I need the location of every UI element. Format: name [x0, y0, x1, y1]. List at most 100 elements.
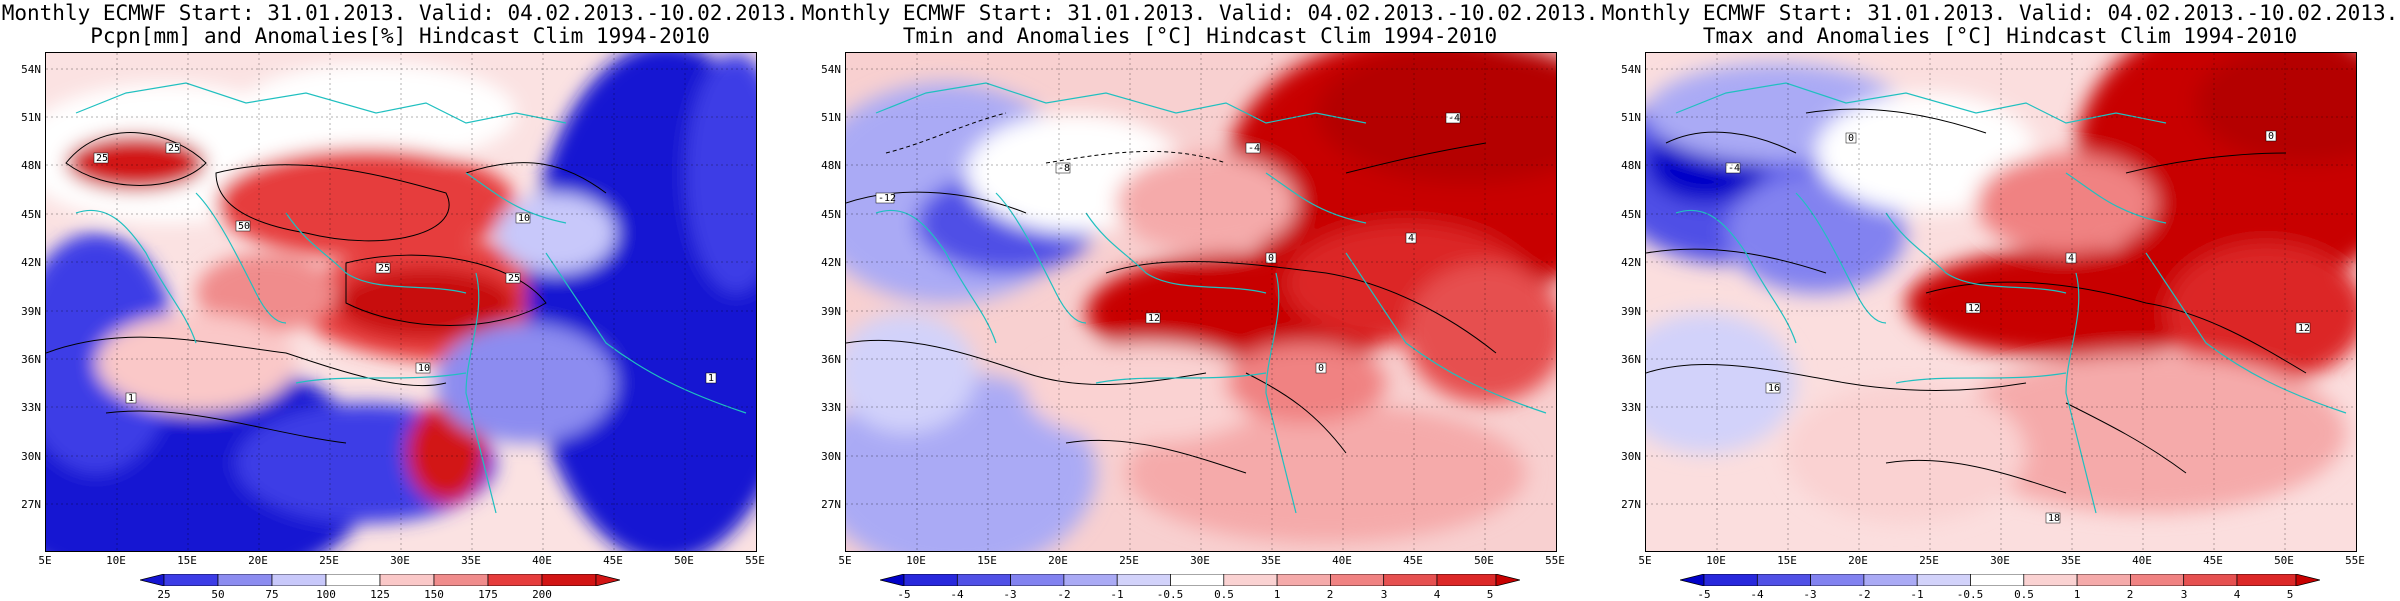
contour-label: 0 [1845, 132, 1857, 144]
longitude-label: 45E [603, 554, 623, 567]
precipitation-anomaly-panel: Monthly ECMWF Start: 31.01.2013. Valid: … [0, 0, 800, 600]
latitude-label: 39N [821, 305, 841, 318]
colorbar-label: 100 [316, 588, 336, 601]
colorbar-label: 50 [211, 588, 225, 601]
colorbar-label: -2 [1057, 588, 1071, 601]
contour-label: 1 [705, 372, 717, 384]
longitude-label: 20E [248, 554, 268, 567]
latitude-label: 36N [1621, 353, 1641, 366]
longitude-label: 45E [2203, 554, 2223, 567]
colorbar-label: 2 [1326, 588, 1334, 601]
tmax-anomaly-panel: Monthly ECMWF Start: 31.01.2013. Valid: … [1600, 0, 2400, 600]
longitude-label: 15E [977, 554, 997, 567]
panel-title-line1: Monthly ECMWF Start: 31.01.2013. Valid: … [801, 1, 1599, 25]
latitude-label: 39N [1621, 305, 1641, 318]
colorbar-label: -3 [1003, 588, 1017, 601]
latitude-label: 36N [21, 353, 41, 366]
latitude-label: 42N [1621, 256, 1641, 269]
longitude-label: 40E [2132, 554, 2152, 567]
svg-text:10: 10 [518, 213, 530, 224]
colorbar-label: -0.5 [1156, 588, 1184, 601]
colorbar-label: 150 [424, 588, 444, 601]
longitude-label: 35E [461, 554, 481, 567]
svg-text:12: 12 [1148, 313, 1160, 324]
svg-text:25: 25 [378, 263, 390, 274]
panel-title-line2: Tmin and Anomalies [°C] Hindcast Clim 19… [902, 24, 1498, 48]
latitude-label: 33N [821, 401, 841, 414]
latitude-label: 33N [21, 401, 41, 414]
latitude-label: 42N [821, 256, 841, 269]
contour-label: 0 [2265, 130, 2277, 142]
contour-label: 4 [1405, 232, 1417, 244]
contour-label: -4 [1725, 162, 1741, 174]
colorbar-label: 3 [2180, 588, 2188, 601]
contour-label: 10 [415, 362, 431, 374]
latitude-label: 48N [21, 159, 41, 172]
panel-title-line1: Monthly ECMWF Start: 31.01.2013. Valid: … [1601, 1, 2399, 25]
latitude-label: 51N [1621, 111, 1641, 124]
colorbar-label: 200 [532, 588, 552, 601]
latitude-label: 54N [821, 63, 841, 76]
svg-text:-12: -12 [878, 193, 896, 204]
svg-text:25: 25 [508, 273, 520, 284]
tmin-map: -12 -8 -4 -4 0 12 4 0 [845, 52, 1557, 552]
svg-text:1: 1 [128, 393, 134, 404]
svg-text:16: 16 [1768, 383, 1780, 394]
tmin-colorbar [880, 574, 1520, 586]
longitude-label: 15E [177, 554, 197, 567]
colorbar-label: -2 [1857, 588, 1871, 601]
longitude-label: 15E [1777, 554, 1797, 567]
longitude-label: 5E [838, 554, 852, 567]
longitude-label: 50E [2274, 554, 2294, 567]
latitude-label: 27N [1621, 498, 1641, 511]
colorbar-label: -4 [950, 588, 964, 601]
longitude-label: 10E [1706, 554, 1726, 567]
contour-label: 25 [93, 152, 109, 164]
colorbar-label: 5 [1486, 588, 1494, 601]
contour-label: 12 [2295, 322, 2311, 334]
svg-text:10: 10 [418, 363, 430, 374]
colorbar-label: 75 [265, 588, 279, 601]
svg-text:25: 25 [96, 153, 108, 164]
panel-title-line2: Tmax and Anomalies [°C] Hindcast Clim 19… [1702, 24, 2298, 48]
longitude-label: 50E [1474, 554, 1494, 567]
colorbar-label: 125 [370, 588, 390, 601]
svg-text:0: 0 [1318, 363, 1324, 374]
latitude-label: 30N [1621, 450, 1641, 463]
latitude-label: 48N [821, 159, 841, 172]
contour-label: 10 [515, 212, 531, 224]
contour-label: -4 [1445, 112, 1461, 124]
colorbar-label: -1 [1110, 588, 1124, 601]
longitude-label: 55E [1545, 554, 1565, 567]
tmax-map: -4 0 0 4 12 16 12 18 [1645, 52, 2357, 552]
contour-label: -8 [1055, 162, 1071, 174]
precipitation-colorbar [140, 574, 620, 586]
colorbar-label: 4 [2233, 588, 2241, 601]
colorbar-label: -5 [897, 588, 911, 601]
longitude-label: 25E [1919, 554, 1939, 567]
contour-label: -12 [875, 192, 896, 204]
contour-label: 12 [1145, 312, 1161, 324]
contour-label: 16 [1765, 382, 1781, 394]
latitude-label: 27N [21, 498, 41, 511]
latitude-label: 51N [21, 111, 41, 124]
longitude-label: 50E [674, 554, 694, 567]
latitude-label: 36N [821, 353, 841, 366]
latitude-label: 54N [1621, 63, 1641, 76]
colorbar-label: 0.5 [1214, 588, 1234, 601]
colorbar-label: -0.5 [1956, 588, 1984, 601]
contour-label: -4 [1245, 142, 1261, 154]
svg-text:0: 0 [1268, 253, 1274, 264]
longitude-label: 30E [390, 554, 410, 567]
latitude-label: 27N [821, 498, 841, 511]
longitude-label: 35E [1261, 554, 1281, 567]
precipitation-map: 25 50 25 25 10 10 1 1 25 [45, 52, 757, 552]
colorbar-label: 1 [1273, 588, 1281, 601]
latitude-label: 45N [821, 208, 841, 221]
contour-label: 1 [125, 392, 137, 404]
colorbar-label: 2 [2126, 588, 2134, 601]
longitude-label: 20E [1048, 554, 1068, 567]
longitude-label: 35E [2061, 554, 2081, 567]
longitude-label: 5E [38, 554, 52, 567]
svg-text:0: 0 [2268, 131, 2274, 142]
